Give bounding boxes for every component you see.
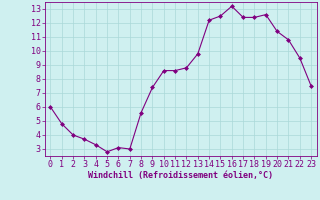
- X-axis label: Windchill (Refroidissement éolien,°C): Windchill (Refroidissement éolien,°C): [88, 171, 273, 180]
